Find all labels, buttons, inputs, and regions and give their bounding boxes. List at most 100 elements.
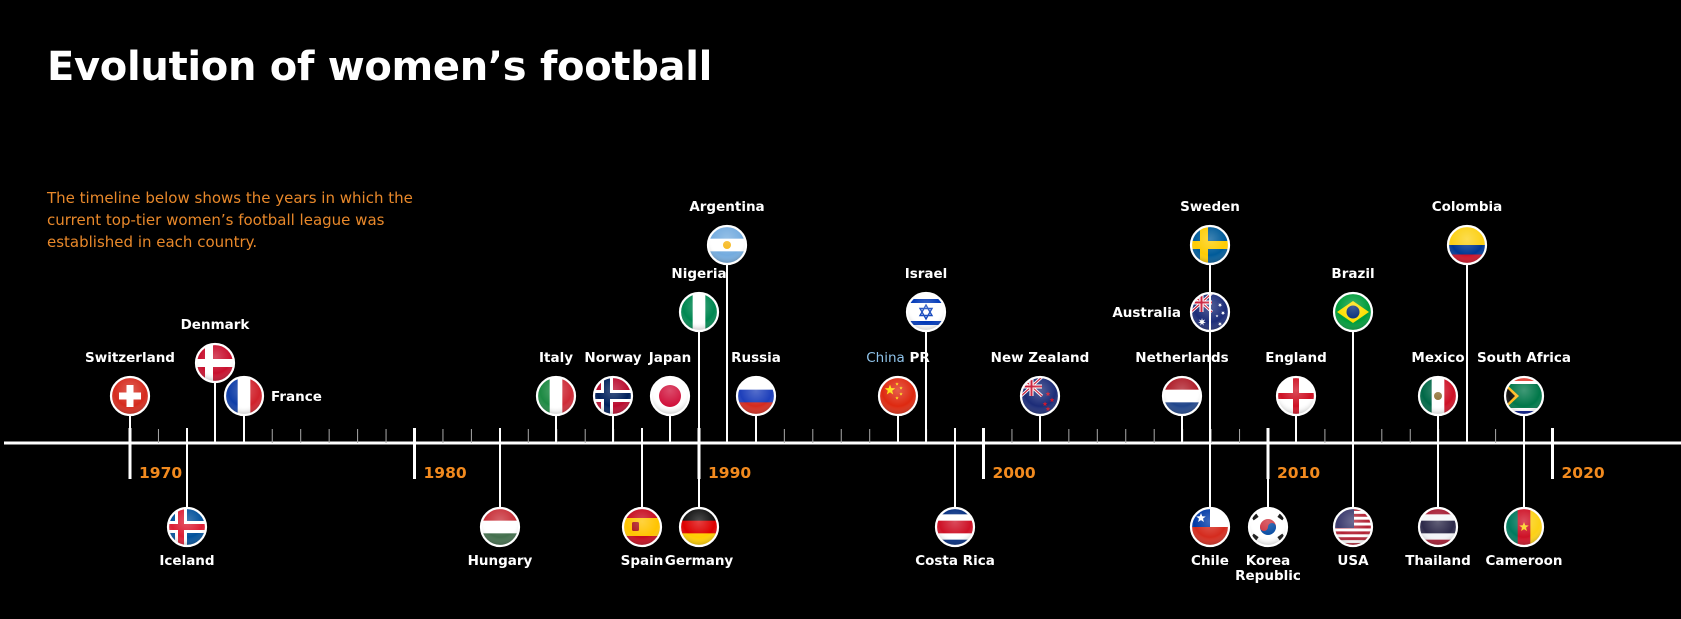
country-label: Switzerland <box>85 350 175 366</box>
country-marker: Thailand <box>1405 428 1471 569</box>
flag-ring <box>934 506 976 548</box>
country-marker: Cameroon <box>1485 428 1563 569</box>
country-marker: Italy <box>535 350 577 443</box>
decade-label: 2010 <box>1277 464 1320 482</box>
country-marker: Japan <box>648 350 692 443</box>
country-label: Argentina <box>689 199 764 215</box>
country-label: Sweden <box>1180 199 1240 215</box>
country-marker: Nigeria <box>671 266 727 443</box>
flag-ring <box>1332 506 1374 548</box>
thailand-flag-icon <box>1419 508 1457 546</box>
country-label: Cameroon <box>1485 553 1562 569</box>
flag-ring <box>1019 375 1061 417</box>
country-marker: Chile <box>1189 428 1231 569</box>
decade-label: 1980 <box>424 464 467 482</box>
flag-ring <box>678 506 720 548</box>
country-label: Thailand <box>1405 553 1471 569</box>
country-marker: Australia <box>1112 291 1231 443</box>
background-frame <box>4 0 1681 619</box>
flag-ring <box>166 506 208 548</box>
flag-ring <box>621 506 663 548</box>
country-marker: Israel <box>905 266 948 443</box>
country-marker: Spain <box>621 428 664 569</box>
country-label: Italy <box>539 350 573 366</box>
country-label: Germany <box>665 553 734 569</box>
country-label: Netherlands <box>1135 350 1228 366</box>
flag-ring <box>194 342 236 384</box>
country-label: Russia <box>731 350 781 366</box>
flag-ring <box>706 224 748 266</box>
flag-ring <box>109 375 151 417</box>
country-marker: Sweden <box>1180 199 1240 443</box>
flag-ring <box>1275 375 1317 417</box>
country-label: Mexico <box>1411 350 1464 366</box>
country-marker: England <box>1265 350 1327 443</box>
country-marker: USA <box>1332 428 1374 569</box>
flag-ring <box>223 375 265 417</box>
country-label: China PR <box>866 350 930 366</box>
country-label: Israel <box>905 266 948 282</box>
country-label: Korea Republic <box>1235 553 1301 584</box>
decade-label: 1990 <box>708 464 751 482</box>
country-label: New Zealand <box>991 350 1090 366</box>
flag-ring <box>735 375 777 417</box>
flag-ring <box>1247 506 1289 548</box>
country-marker: Colombia <box>1432 199 1503 443</box>
country-marker: Switzerland <box>85 350 175 443</box>
country-label: France <box>271 389 322 405</box>
colombia-flag-icon <box>1448 226 1486 264</box>
hungary-flag-icon <box>481 508 519 546</box>
country-label: Spain <box>621 553 664 569</box>
country-label: Norway <box>584 350 641 366</box>
country-marker: Brazil <box>1331 266 1375 443</box>
france-flag-icon <box>225 377 263 415</box>
flag-ring <box>592 375 634 417</box>
flag-ring <box>1417 506 1459 548</box>
country-label: Australia <box>1112 305 1181 321</box>
chile-flag-icon <box>1191 508 1229 546</box>
country-label: Chile <box>1191 553 1229 569</box>
decade-label: 2000 <box>993 464 1036 482</box>
decade-label: 1970 <box>139 464 182 482</box>
flag-ring <box>1446 224 1488 266</box>
flag-ring <box>1332 291 1374 333</box>
country-label: Iceland <box>159 553 214 569</box>
country-marker: Hungary <box>468 428 533 569</box>
flag-ring <box>1503 506 1545 548</box>
country-marker: Russia <box>731 350 781 443</box>
country-marker: Korea Republic <box>1235 428 1301 584</box>
flag-ring <box>877 375 919 417</box>
country-marker: Costa Rica <box>915 428 995 569</box>
flag-ring <box>1189 506 1231 548</box>
country-marker: Norway <box>584 350 642 443</box>
country-marker: Iceland <box>159 428 215 569</box>
flag-ring <box>479 506 521 548</box>
country-label: Nigeria <box>671 266 726 282</box>
italy-flag-icon <box>537 377 575 415</box>
flag-ring <box>678 291 720 333</box>
country-marker: China PR <box>866 350 930 443</box>
page-title: Evolution of women’s football <box>47 44 713 90</box>
flag-ring <box>905 291 947 333</box>
country-marker: France <box>223 375 322 443</box>
country-label: Denmark <box>181 317 251 333</box>
country-marker: South Africa <box>1477 350 1571 443</box>
flag-ring <box>1189 224 1231 266</box>
country-label: USA <box>1337 553 1369 569</box>
flag-ring <box>1161 375 1203 417</box>
country-label: Colombia <box>1432 199 1503 215</box>
country-label: Japan <box>648 350 692 366</box>
country-marker: New Zealand <box>991 350 1090 443</box>
country-label: Brazil <box>1331 266 1374 282</box>
country-marker: Germany <box>665 428 734 569</box>
flag-ring <box>649 375 691 417</box>
country-marker: Mexico <box>1411 350 1465 443</box>
flag-ring <box>1417 375 1459 417</box>
flag-ring <box>535 375 577 417</box>
country-label: England <box>1265 350 1327 366</box>
intro-text: The timeline below shows the years in wh… <box>47 189 413 251</box>
flag-ring <box>1503 375 1545 417</box>
country-label: Costa Rica <box>915 553 995 569</box>
country-label: South Africa <box>1477 350 1571 366</box>
